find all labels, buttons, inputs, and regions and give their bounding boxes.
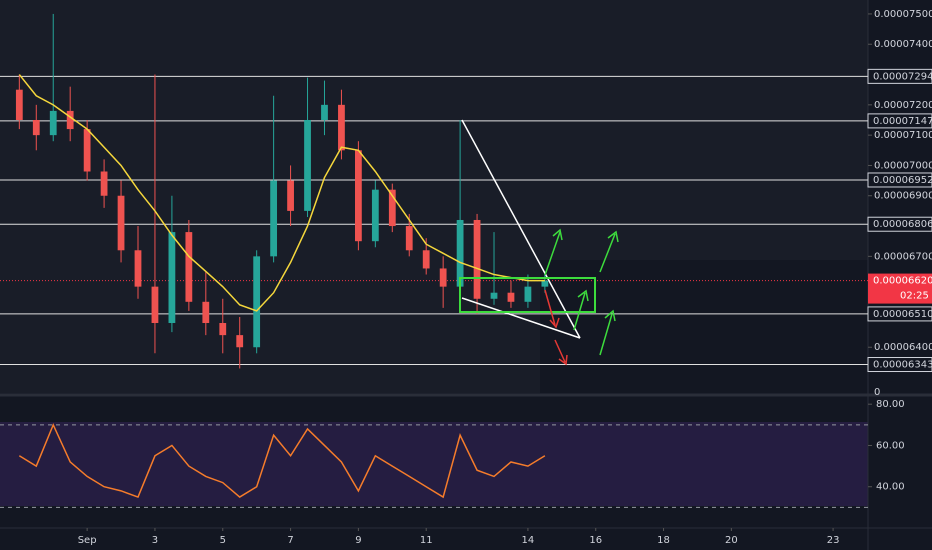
rsi-tick-label: 80.00 xyxy=(876,399,905,410)
candle-body xyxy=(100,171,108,196)
level-box xyxy=(867,357,932,373)
candle-body xyxy=(117,195,125,251)
candle-body xyxy=(524,286,532,302)
candle-body xyxy=(270,180,278,257)
candle-body xyxy=(287,180,294,211)
arrow xyxy=(599,309,616,356)
level-label: 0.00006806 xyxy=(873,219,932,230)
candle-body xyxy=(304,119,311,211)
arrow xyxy=(544,289,560,329)
candle-body xyxy=(321,104,328,120)
drawings xyxy=(459,119,619,366)
candle-body xyxy=(49,110,57,136)
y-tick-label: 0.00007000 xyxy=(874,160,932,171)
x-tick-label: 20 xyxy=(725,535,738,546)
candle-body xyxy=(66,110,74,130)
y-tick-label: 0.00006900 xyxy=(874,191,932,202)
y-tick-label: 0.00007400 xyxy=(874,39,932,50)
volume-label: 0 xyxy=(874,387,880,398)
candle-body xyxy=(151,286,159,324)
level-label: 0.00006952 xyxy=(873,175,932,186)
box xyxy=(459,277,596,313)
candle-body xyxy=(371,189,379,242)
candle-body xyxy=(219,323,227,336)
candle-body xyxy=(236,335,244,348)
rsi-line xyxy=(18,422,546,499)
y-tick-label: 0.00006400 xyxy=(874,342,932,353)
x-tick-label: 3 xyxy=(152,535,158,546)
candle-body xyxy=(354,150,362,242)
candle-body xyxy=(15,89,23,120)
y-tick-label: 0.00007100 xyxy=(874,130,932,141)
candle-body xyxy=(32,119,40,136)
candle-body xyxy=(422,250,430,269)
level-label: 0.00006510 xyxy=(873,309,932,320)
x-tick-label: 5 xyxy=(220,535,226,546)
level-box xyxy=(867,306,932,322)
candle-body xyxy=(439,268,447,287)
level-box xyxy=(867,113,932,129)
x-tick-label: 14 xyxy=(522,535,535,546)
level-box xyxy=(867,172,932,188)
last-price-box xyxy=(868,273,932,304)
candle-body xyxy=(134,250,142,287)
candle-body xyxy=(507,292,515,302)
y-tick-label: 0.00007200 xyxy=(874,100,932,111)
trendline xyxy=(461,297,581,339)
x-tick-label: 11 xyxy=(420,535,433,546)
rsi-tick-label: 40.00 xyxy=(876,482,905,493)
shade xyxy=(0,0,868,393)
candle-body xyxy=(253,256,261,348)
y-tick-label: 0.00007500 xyxy=(874,9,932,20)
candle-body xyxy=(473,219,481,299)
x-tick-label: 18 xyxy=(657,535,670,546)
candle-body xyxy=(202,301,210,324)
level-label: 0.00007294 xyxy=(873,71,932,82)
y-tick-label: 0.00006700 xyxy=(874,251,932,262)
candle-body xyxy=(185,232,193,302)
rsi-tick-label: 60.00 xyxy=(876,440,905,451)
level-box xyxy=(867,68,932,84)
level-box xyxy=(867,216,932,232)
candle-body xyxy=(83,129,91,172)
last-price-label: 0.00006620 xyxy=(873,276,932,287)
level-label: 0.00006343 xyxy=(873,360,932,371)
arrow xyxy=(544,228,563,276)
level-label: 0.00007147 xyxy=(873,116,932,127)
rsi-band-fill xyxy=(0,422,868,506)
x-tick-label: 16 xyxy=(589,535,602,546)
x-tick-label: 23 xyxy=(827,535,840,546)
candle-body xyxy=(541,280,549,287)
candle-body xyxy=(456,219,464,287)
candle-body xyxy=(490,292,498,299)
candle-body xyxy=(388,189,396,227)
candle-body xyxy=(338,104,345,151)
arrow xyxy=(554,339,568,366)
trendline xyxy=(461,119,581,339)
x-tick-label: 9 xyxy=(355,535,361,546)
candle-body xyxy=(405,226,413,251)
arrow xyxy=(599,230,619,273)
countdown: 02:25 xyxy=(900,291,929,302)
arrow xyxy=(573,289,589,331)
x-tick-label: Sep xyxy=(78,535,97,546)
x-tick-label: 7 xyxy=(287,535,293,546)
candle-body xyxy=(168,232,176,324)
moving-average xyxy=(18,74,545,312)
